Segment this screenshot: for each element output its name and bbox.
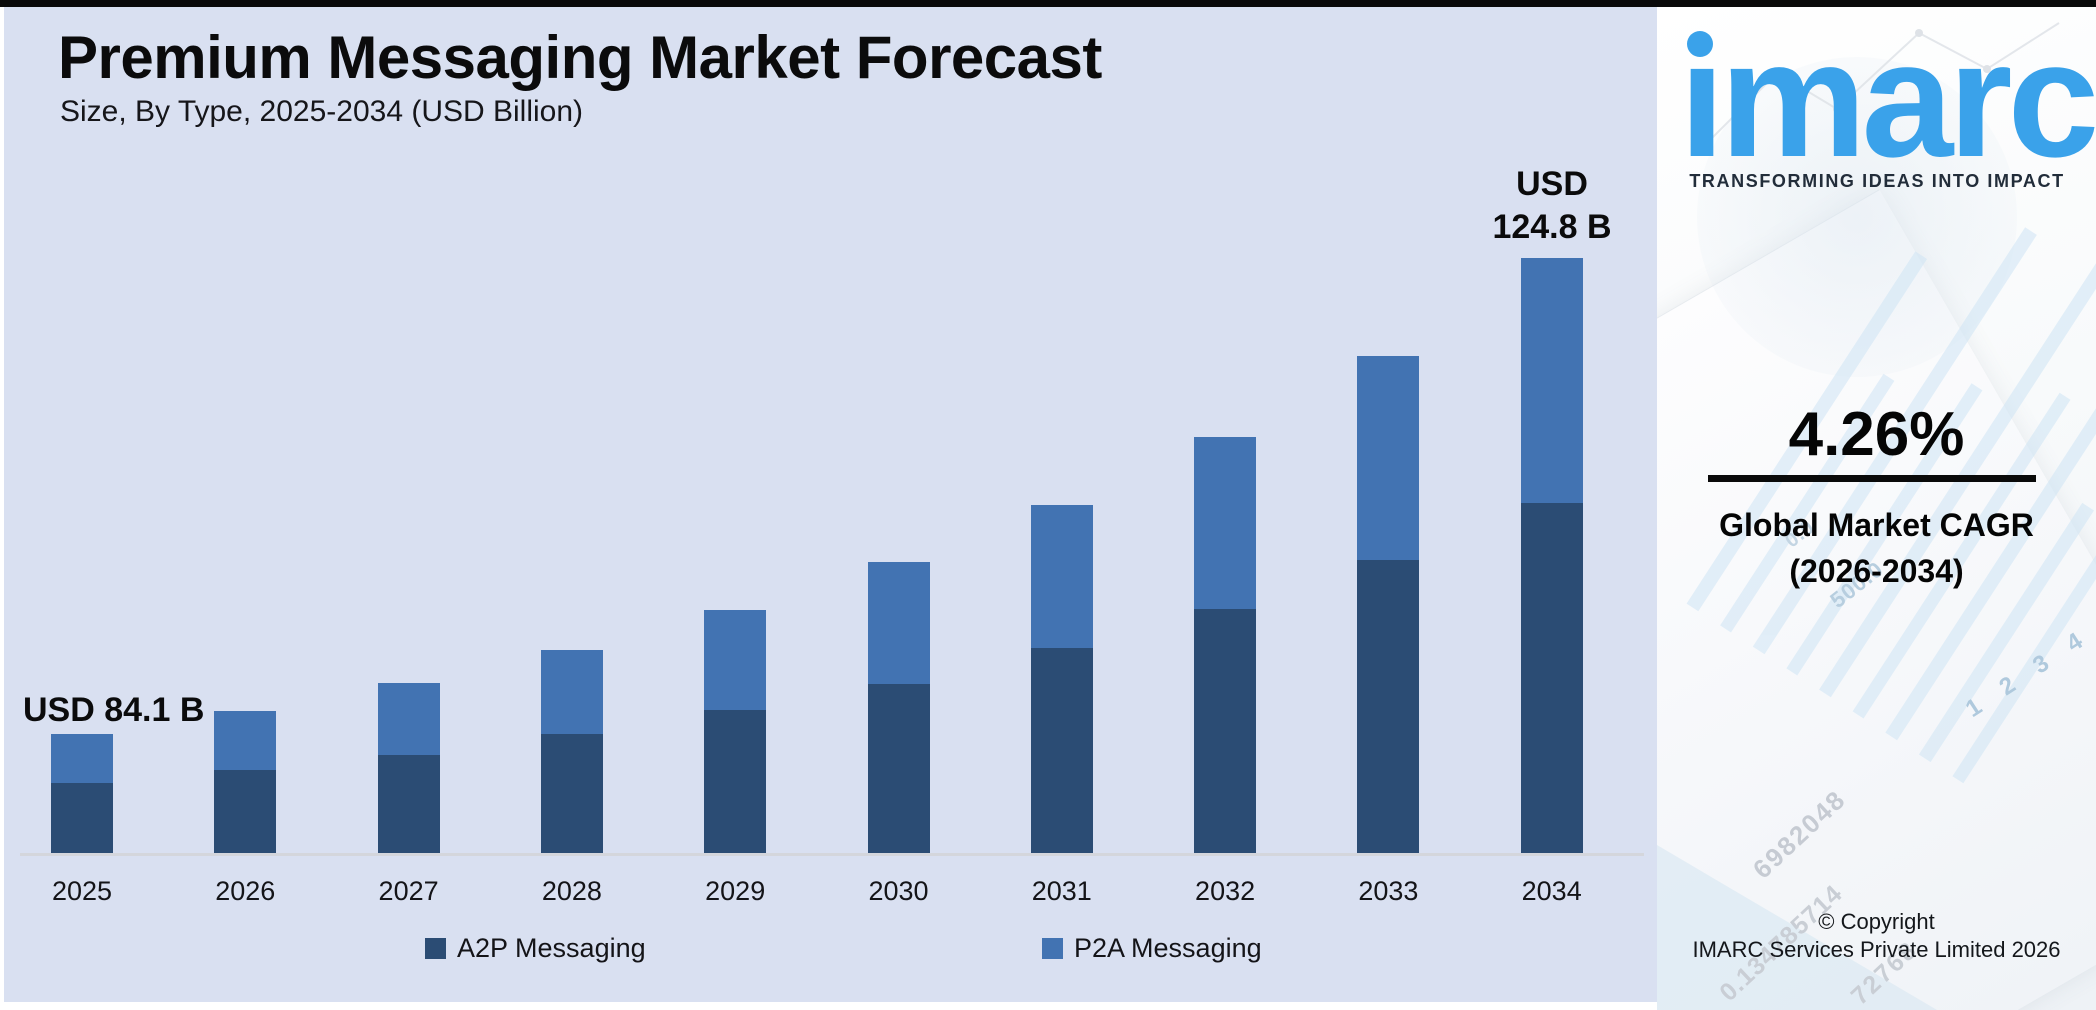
bar-2026 [214, 711, 277, 855]
chart-title: Premium Messaging Market Forecast [58, 24, 1102, 91]
bar-2028-a2p-segment [540, 734, 603, 855]
cagr-label-line1: Global Market CAGR [1719, 507, 2034, 543]
imarc-logo-dot-icon [1687, 31, 1713, 57]
bar-2033-a2p-segment [1357, 560, 1420, 855]
bar-2026-p2a-segment [214, 711, 277, 770]
cagr-value: 4.26% [1788, 400, 1965, 469]
bar-2031-a2p-segment [1030, 648, 1093, 855]
x-label-2027: 2027 [378, 876, 439, 906]
copyright-line1: © Copyright [1818, 909, 1935, 934]
bar-2027 [377, 683, 440, 855]
legend-swatch-icon [425, 938, 446, 959]
bar-2029-a2p-segment [704, 710, 767, 855]
bar-2031 [1030, 505, 1093, 855]
legend-swatch-icon [1042, 938, 1063, 959]
bar-2034-a2p-segment [1520, 503, 1583, 855]
network-lines-decoration [1706, 22, 2060, 144]
bar-2030 [867, 562, 930, 855]
cagr-label-line2: (2026-2034) [1789, 553, 1964, 589]
x-label-2029: 2029 [705, 876, 766, 906]
x-label-2026: 2026 [215, 876, 276, 906]
bar-2027-a2p-segment [377, 755, 440, 855]
copyright-line2: IMARC Services Private Limited 2026 [1692, 937, 2061, 962]
bar-2027-p2a-segment [377, 683, 440, 755]
x-label-2030: 2030 [868, 876, 929, 906]
last-bar-value-line1: USD [1516, 165, 1588, 203]
bar-2025 [51, 734, 113, 855]
bar-2030-a2p-segment [867, 684, 930, 855]
first-bar-value-label: USD 84.1 B [23, 691, 205, 729]
bar-2028 [540, 650, 603, 855]
bar-2031-p2a-segment [1030, 505, 1093, 648]
x-label-2031: 2031 [1031, 876, 1092, 906]
x-label-2034: 2034 [1521, 876, 1582, 906]
bar-2029-p2a-segment [704, 610, 767, 710]
top-border [0, 0, 2096, 7]
bar-2033-p2a-segment [1357, 356, 1420, 560]
x-axis-line [20, 853, 1644, 856]
bar-2034-p2a-segment [1520, 258, 1583, 503]
last-bar-value-line2: 124.8 B [1492, 208, 1612, 246]
logo-tagline: TRANSFORMING IDEAS INTO IMPACT [1689, 171, 2065, 191]
bar-2025-a2p-segment [51, 783, 113, 855]
chart-panel: Premium Messaging Market Forecast Size, … [4, 7, 1657, 1002]
cagr-divider-rule [1708, 475, 2036, 482]
x-label-2028: 2028 [541, 876, 602, 906]
bar-2028-p2a-segment [540, 650, 603, 734]
x-label-2025: 2025 [51, 876, 113, 906]
bar-2026-a2p-segment [214, 770, 277, 855]
legend-item-a2p-messaging: A2P Messaging [425, 933, 646, 964]
bar-2033 [1357, 356, 1420, 855]
bar-2025-p2a-segment [51, 734, 113, 783]
bar-2032-p2a-segment [1194, 437, 1257, 609]
bar-2029 [704, 610, 767, 855]
x-label-2033: 2033 [1358, 876, 1419, 906]
bar-2034 [1520, 258, 1583, 855]
brand-sidebar: 500.0 0.0 1 2 3 4 6982048 0.134785714 72768 ı… [1657, 7, 2096, 1010]
x-label-2032: 2032 [1195, 876, 1256, 906]
legend-label: P2A Messaging [1074, 933, 1262, 963]
logo-text: ımarc [1679, 7, 2096, 191]
legend-item-p2a-messaging: P2A Messaging [1042, 933, 1262, 964]
last-bar-value-label: USD 124.8 B [1441, 163, 1657, 249]
bar-2030-p2a-segment [867, 562, 930, 684]
chart-subtitle: Size, By Type, 2025-2034 (USD Billion) [60, 95, 584, 128]
legend-label: A2P Messaging [457, 933, 646, 963]
bar-2032 [1194, 437, 1257, 855]
bar-2032-a2p-segment [1194, 609, 1257, 855]
